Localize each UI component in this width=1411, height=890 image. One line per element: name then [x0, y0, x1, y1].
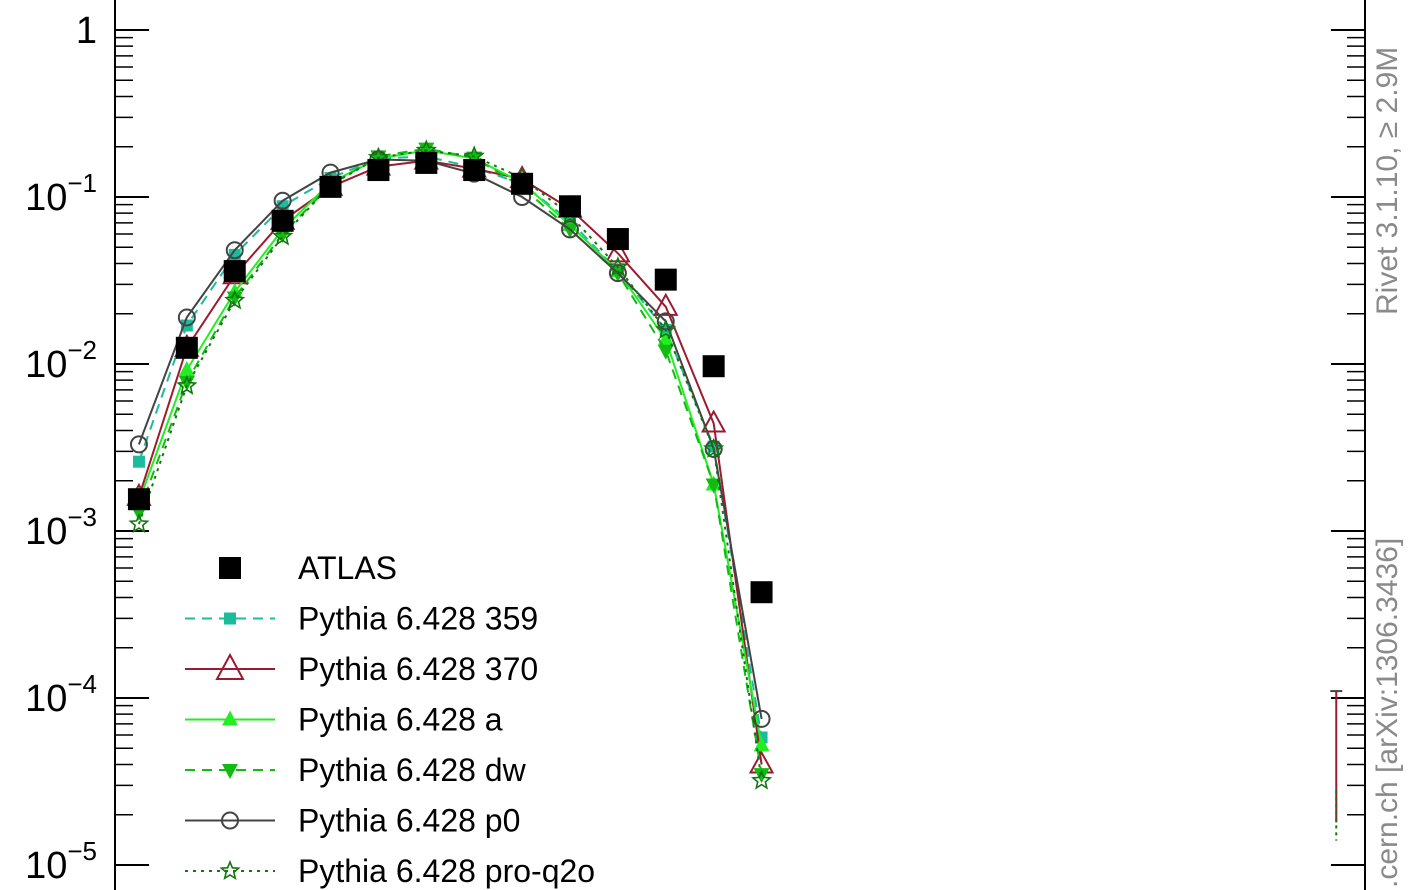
y-tick-label: 10−4: [25, 669, 97, 720]
legend-label: Pythia 6.428 dw: [298, 752, 527, 788]
legend-label: Pythia 6.428 p0: [298, 803, 520, 839]
legend-marker: [224, 613, 236, 625]
data-point: [463, 159, 485, 181]
y-tick-label-exponent: −3: [67, 502, 97, 532]
legend-entry: Pythia 6.428 pro-q2o: [185, 853, 595, 889]
axes: 110−110−210−310−410−5: [25, 0, 1365, 890]
legend-entry: Pythia 6.428 p0: [185, 803, 520, 839]
error-bars: [1330, 691, 1342, 841]
legend-marker: [221, 862, 238, 878]
series-pythia-6-428-dw: [131, 143, 770, 784]
y-tick-label-base: 10: [25, 344, 67, 386]
y-tick-label-exponent: −2: [67, 335, 97, 365]
y-tick-label-exponent: −1: [67, 168, 97, 198]
y-tick-label: 10−5: [25, 836, 97, 887]
side-text-reference: .cern.ch [arXiv:1306.3436]: [1371, 538, 1404, 888]
y-tick-label-exponent: −4: [67, 669, 97, 699]
legend-label: Pythia 6.428 370: [298, 651, 538, 687]
legend: ATLAS Pythia 6.428 359 Pythia 6.428 370 Pyt…: [185, 550, 595, 889]
y-tick-label-base: 10: [25, 845, 67, 887]
legend-marker: [219, 557, 241, 579]
y-tick-label-base: 10: [25, 678, 67, 720]
y-tick-label-base: 10: [25, 177, 67, 219]
legend-label: Pythia 6.428 pro-q2o: [298, 853, 595, 889]
legend-entry: ATLAS: [219, 550, 397, 586]
data-point: [415, 152, 437, 174]
legend-entry: Pythia 6.428 359: [185, 601, 538, 637]
data-point: [133, 456, 145, 468]
data-point: [367, 159, 389, 181]
data-point: [703, 355, 725, 377]
data-point: [320, 176, 342, 198]
legend-label: Pythia 6.428 a: [298, 702, 503, 738]
y-tick-label-base: 10: [25, 511, 67, 553]
legend-marker: [222, 764, 238, 779]
data-point: [224, 260, 246, 282]
y-tick-label: 10−3: [25, 502, 97, 553]
y-tick-label-exponent: −5: [67, 836, 97, 866]
legend-marker: [222, 711, 238, 726]
data-point: [655, 269, 677, 291]
data-point: [511, 173, 533, 195]
legend-marker: [217, 655, 243, 679]
legend-entry: Pythia 6.428 dw: [185, 752, 527, 788]
y-tick-label: 10−2: [25, 335, 97, 386]
data-point: [176, 337, 198, 359]
data-point: [559, 195, 581, 217]
data-point: [751, 581, 773, 603]
legend-entry: Pythia 6.428 a: [185, 702, 503, 738]
side-annotations: Rivet 3.1.10, ≥ 2.9M .cern.ch [arXiv:1306…: [1371, 47, 1404, 888]
y-tick-label: 10−1: [25, 168, 97, 219]
legend-label: ATLAS: [298, 550, 397, 586]
side-text-rivet: Rivet 3.1.10, ≥ 2.9M: [1371, 47, 1404, 315]
y-tick-label: 1: [76, 10, 97, 52]
legend-entry: Pythia 6.428 370: [185, 651, 538, 687]
data-point: [607, 228, 629, 250]
legend-label: Pythia 6.428 359: [298, 601, 538, 637]
series-pythia-6-428-pro-q2o: [130, 141, 770, 788]
data-point: [128, 488, 150, 510]
series-pythia-6-428-p0: [131, 151, 770, 726]
data-point: [272, 210, 294, 232]
